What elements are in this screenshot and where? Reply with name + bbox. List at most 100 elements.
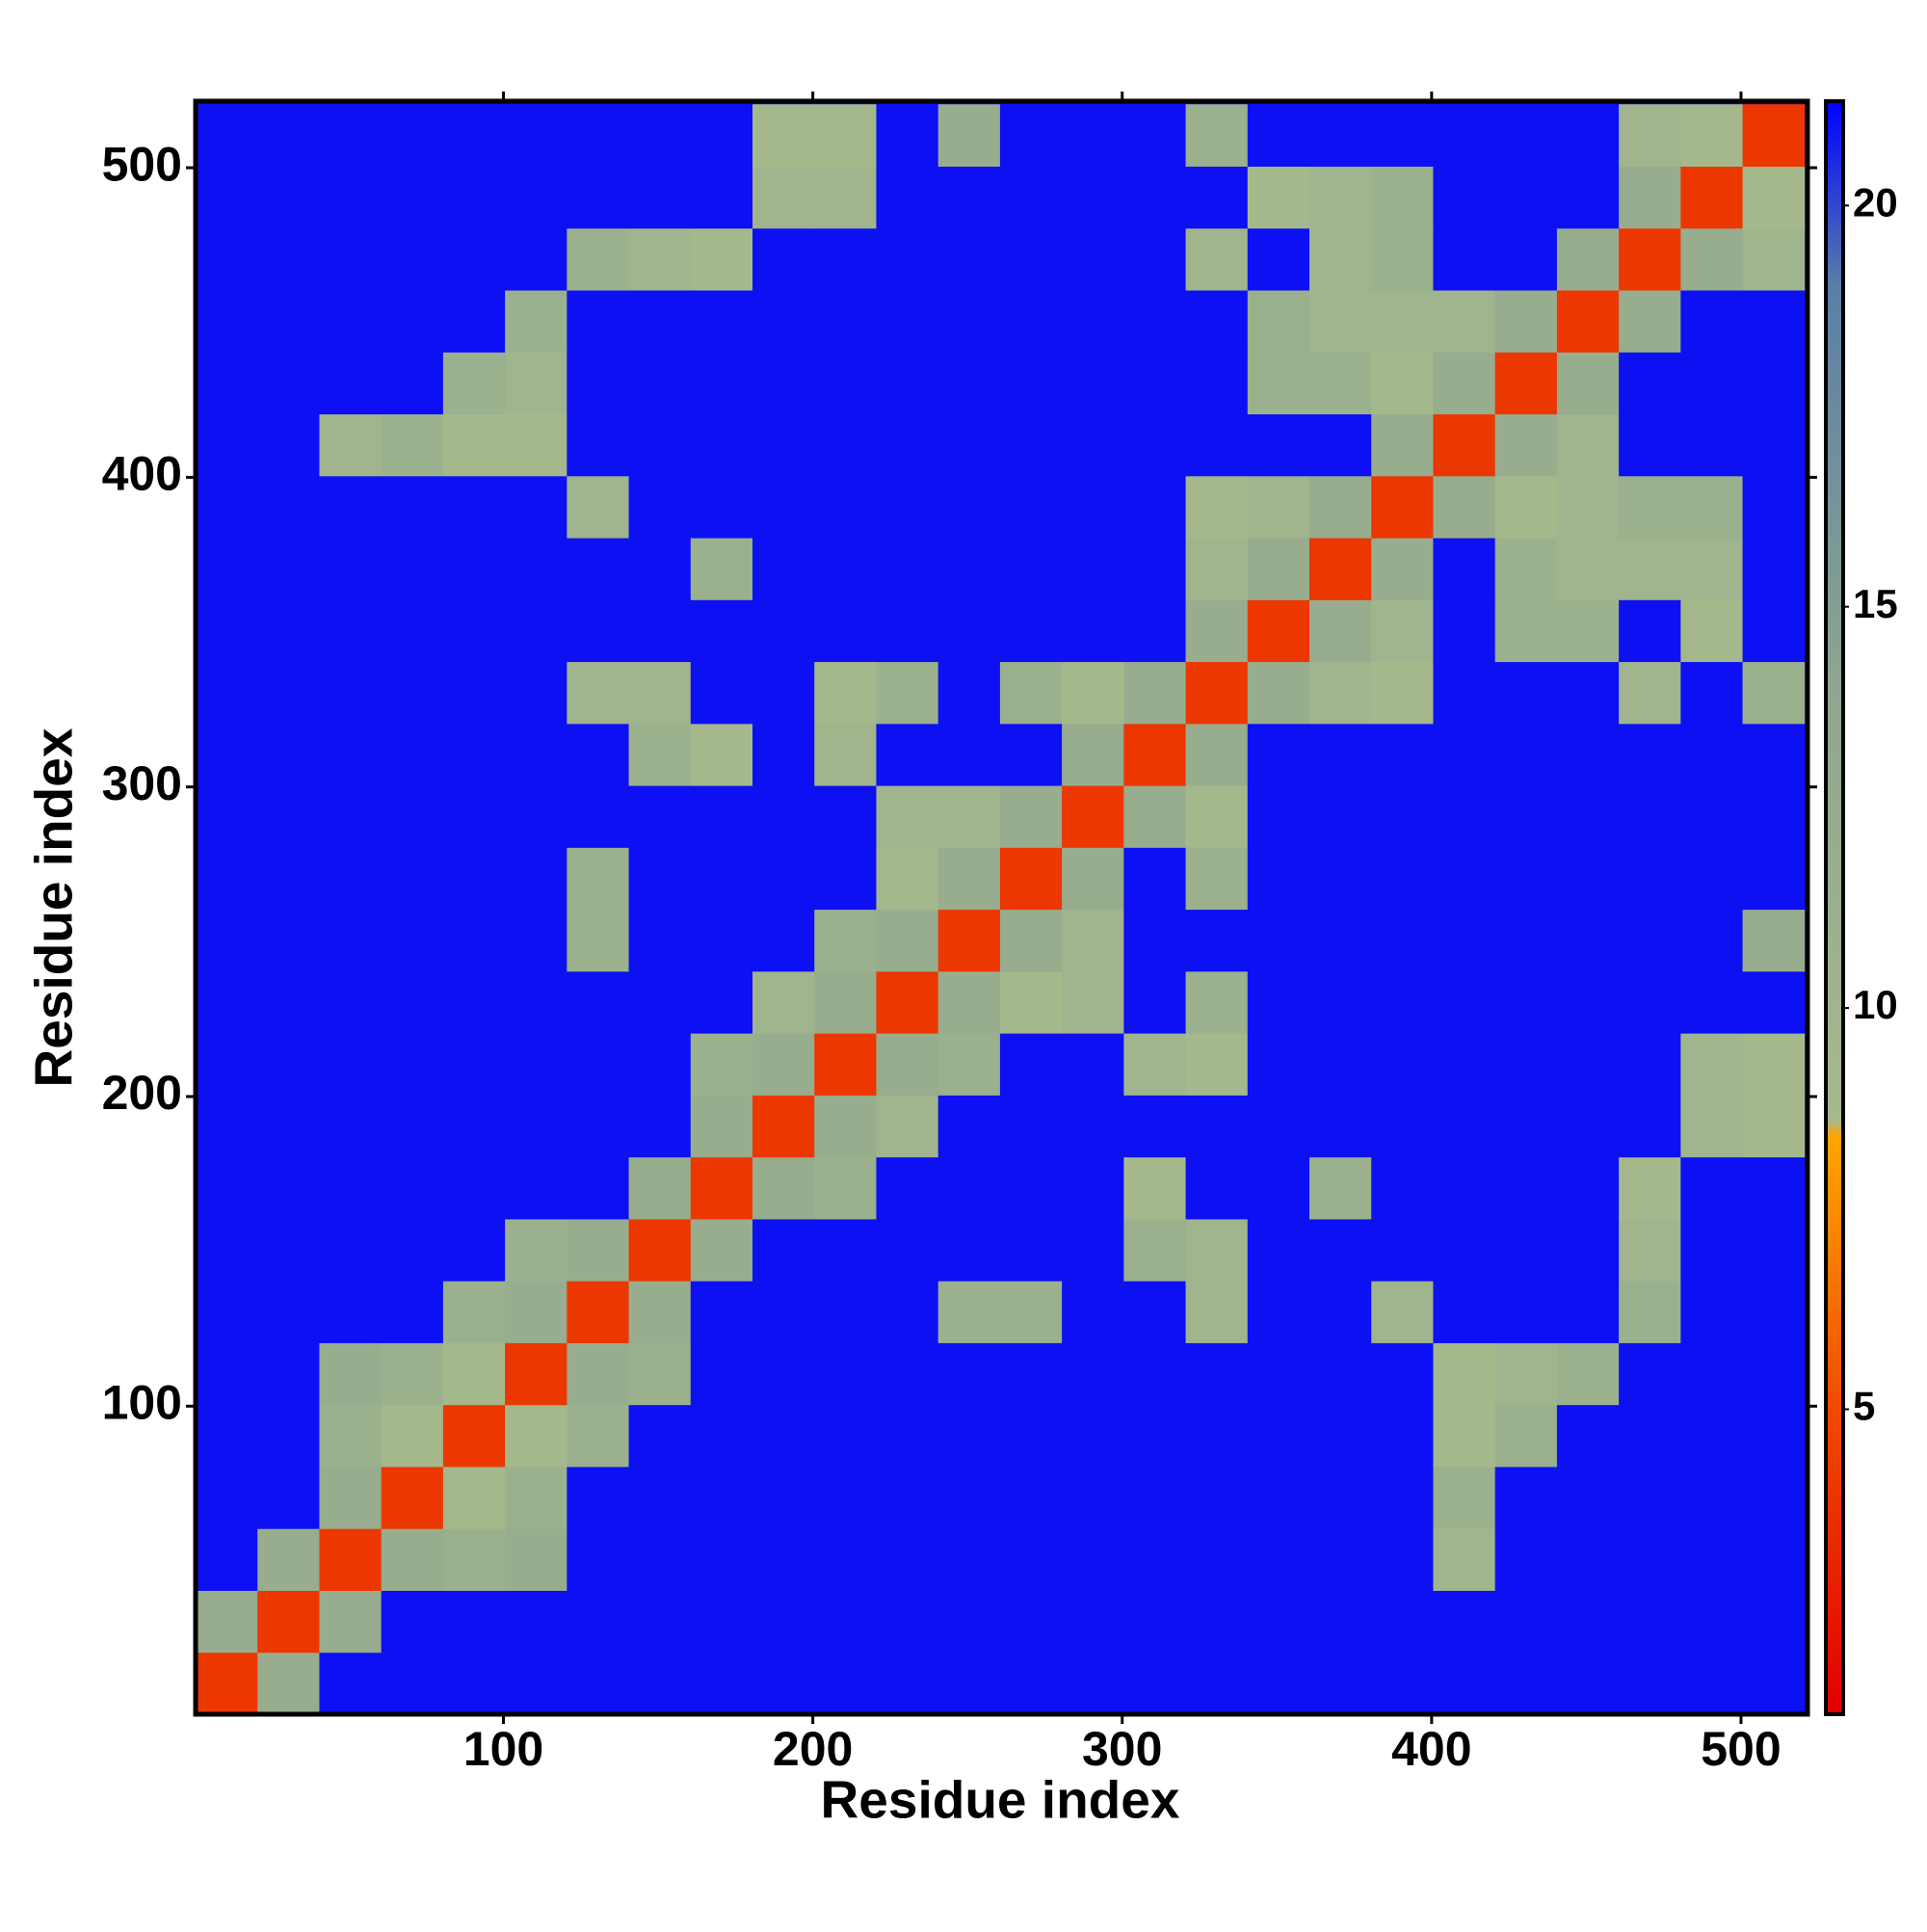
heatmap-cell xyxy=(442,1404,506,1468)
heatmap-cell xyxy=(196,661,258,725)
colorbar-tick-label: 20 xyxy=(1853,179,1898,225)
heatmap-cell xyxy=(876,1652,939,1715)
heatmap-cell xyxy=(1494,475,1558,539)
heatmap-cell xyxy=(628,1466,692,1529)
heatmap-cell xyxy=(1123,475,1187,539)
heatmap-cell xyxy=(1371,475,1434,539)
heatmap-cell xyxy=(1556,970,1620,1034)
heatmap-cell xyxy=(1309,352,1372,415)
heatmap-cell xyxy=(1433,475,1496,539)
heatmap-cell xyxy=(319,1281,383,1343)
heatmap-cell xyxy=(319,847,383,911)
heatmap-cell xyxy=(1309,1528,1372,1591)
heatmap-cell xyxy=(442,785,506,848)
heatmap-cell xyxy=(752,413,815,477)
heatmap-cell xyxy=(690,723,753,786)
heatmap-cell xyxy=(814,1218,877,1282)
heatmap-cell xyxy=(257,166,320,229)
heatmap-cell xyxy=(1494,723,1558,786)
heatmap-cell xyxy=(752,1404,815,1468)
heatmap-cell xyxy=(876,538,939,600)
heatmap-cell xyxy=(567,970,630,1034)
heatmap-cell xyxy=(814,1156,877,1220)
heatmap-cell xyxy=(999,785,1063,848)
heatmap-cell xyxy=(1247,847,1310,911)
heatmap-cell xyxy=(1619,166,1681,229)
heatmap-cell xyxy=(1494,538,1558,600)
heatmap-cell xyxy=(442,166,506,229)
heatmap-cell xyxy=(567,1281,630,1343)
heatmap-cell xyxy=(381,1466,444,1529)
heatmap-cell xyxy=(628,1281,692,1343)
heatmap-cell xyxy=(752,847,815,911)
heatmap-cell xyxy=(1062,1033,1124,1096)
heatmap-cell xyxy=(1680,1466,1744,1529)
heatmap-cell xyxy=(1494,785,1558,848)
heatmap-cell xyxy=(752,1528,815,1591)
heatmap-cell xyxy=(876,104,939,167)
heatmap-cell xyxy=(999,1156,1063,1220)
heatmap-cell xyxy=(876,1281,939,1343)
heatmap-cell xyxy=(442,1095,506,1158)
heatmap-cell xyxy=(319,475,383,539)
heatmap-cell xyxy=(628,785,692,848)
heatmap-cell xyxy=(257,1095,320,1158)
heatmap-cell xyxy=(442,227,506,291)
heatmap-cell xyxy=(1371,1281,1434,1343)
heatmap-cell xyxy=(442,104,506,167)
heatmap-cell xyxy=(319,1404,383,1468)
heatmap-cell xyxy=(937,661,1001,725)
heatmap-cell xyxy=(1062,1466,1124,1529)
heatmap-cell xyxy=(1185,723,1249,786)
heatmap-cell xyxy=(1494,227,1558,291)
heatmap-cell xyxy=(752,166,815,229)
heatmap-cell xyxy=(690,1466,753,1529)
heatmap-cell xyxy=(1433,227,1496,291)
heatmap-cell xyxy=(1062,104,1124,167)
heatmap-cell xyxy=(1185,1033,1249,1096)
heatmap-cell xyxy=(814,166,877,229)
heatmap-cell xyxy=(1371,1404,1434,1468)
heatmap-cell xyxy=(1433,1156,1496,1220)
heatmap-cell xyxy=(381,227,444,291)
heatmap-cell xyxy=(1123,1652,1187,1715)
heatmap-cell xyxy=(505,1528,568,1591)
heatmap-cell xyxy=(1433,1033,1496,1096)
heatmap-cell xyxy=(937,1033,1001,1096)
heatmap-cell xyxy=(1619,538,1681,600)
heatmap-cell xyxy=(1494,1528,1558,1591)
heatmap-cell xyxy=(999,1528,1063,1591)
heatmap-cell xyxy=(319,785,383,848)
heatmap-cell xyxy=(1556,475,1620,539)
heatmap-cell xyxy=(1062,1095,1124,1158)
heatmap-cell xyxy=(1185,1466,1249,1529)
heatmap-cell xyxy=(1742,1466,1806,1529)
heatmap-cell xyxy=(1062,1281,1124,1343)
heatmap-cell xyxy=(937,1281,1001,1343)
heatmap-cell xyxy=(690,1528,753,1591)
heatmap-cell xyxy=(690,970,753,1034)
heatmap-cell xyxy=(1494,909,1558,972)
heatmap-cell xyxy=(814,1590,877,1654)
heatmap-cell xyxy=(752,661,815,725)
heatmap-cell xyxy=(1371,1033,1434,1096)
heatmap-cell xyxy=(381,909,444,972)
heatmap-cell xyxy=(196,970,258,1034)
heatmap-cell xyxy=(690,289,753,353)
heatmap-cell xyxy=(628,104,692,167)
heatmap-cell xyxy=(1619,352,1681,415)
heatmap-cell xyxy=(381,413,444,477)
heatmap-cell xyxy=(196,1466,258,1529)
heatmap-cell xyxy=(1680,538,1744,600)
x-tick-label: 100 xyxy=(463,1722,543,1776)
heatmap-cell xyxy=(1680,475,1744,539)
heatmap-cell xyxy=(1433,1404,1496,1468)
heatmap-cell xyxy=(1742,352,1806,415)
heatmap-cell xyxy=(1185,785,1249,848)
x-tick-label: 300 xyxy=(1082,1722,1162,1776)
heatmap-cell xyxy=(628,1033,692,1096)
heatmap-cell xyxy=(196,909,258,972)
heatmap-cell xyxy=(1123,1342,1187,1406)
heatmap-cell xyxy=(381,1095,444,1158)
heatmap-cell xyxy=(257,847,320,911)
